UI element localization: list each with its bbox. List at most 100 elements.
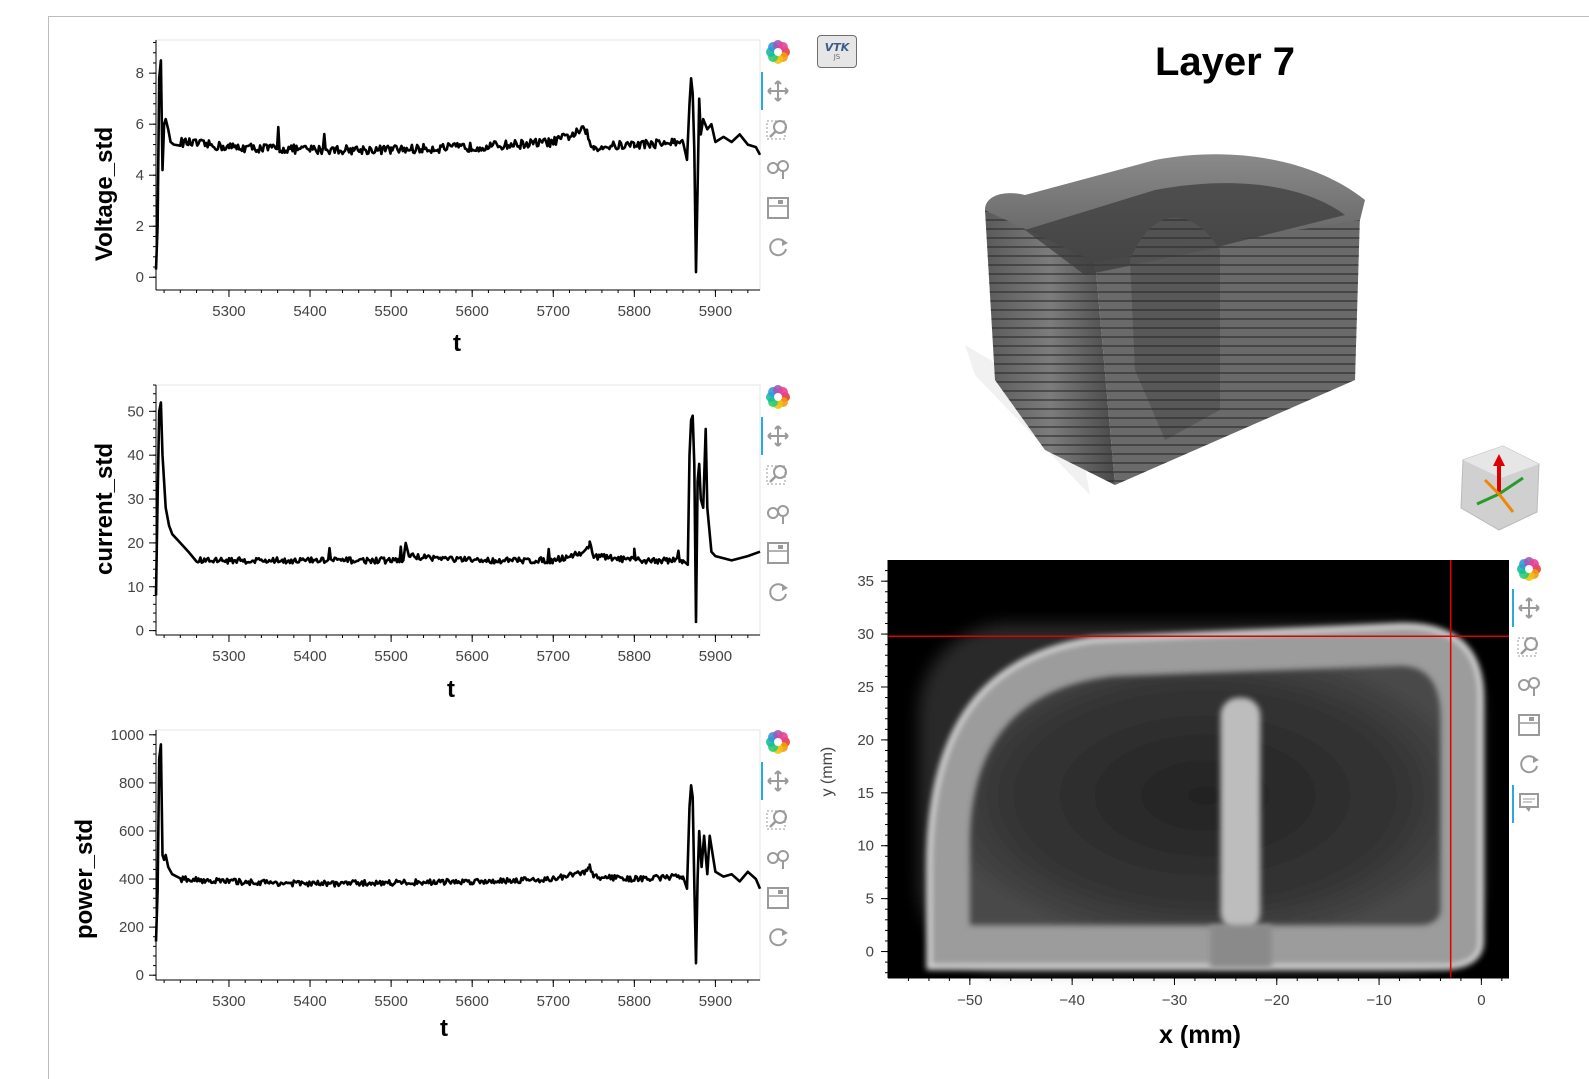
power-std-plot[interactable]: 5300 5400 5500 5600 5700 5800 5900 0 200 400 600 80…	[60, 720, 770, 1060]
voltage-std-plot[interactable]: 5300 5400 5500 5600 5700 5800 5900 0 2 4 6 8	[60, 30, 770, 370]
slice-box-zoom-button[interactable]	[1515, 631, 1543, 663]
y-tick-label: 1000	[111, 727, 144, 744]
hover-icon	[1519, 793, 1539, 812]
vtk-badge-line2: JS	[833, 53, 841, 61]
power-wheel-zoom-button[interactable]	[764, 843, 792, 875]
orientation-cube[interactable]	[1455, 442, 1540, 537]
wheel-zoom-icon	[1518, 677, 1540, 696]
box-zoom-icon	[766, 465, 787, 485]
active-tool-indicator	[761, 72, 763, 110]
slice-x-tick-label: −40	[1059, 992, 1084, 1009]
power-box-zoom-button[interactable]	[764, 804, 792, 836]
voltage-bokeh-logo-button	[764, 36, 792, 68]
vtk-js-badge[interactable]: VTK JS	[817, 35, 857, 68]
current-reset-button[interactable]	[764, 576, 792, 608]
x-tick-label: 5400	[293, 648, 326, 665]
slice-bokeh-logo-button	[1515, 553, 1543, 585]
slice-y-tick-label: 10	[857, 838, 874, 855]
volume-render-icon	[965, 154, 1365, 495]
save-icon	[767, 887, 789, 909]
save-icon	[767, 197, 789, 219]
x-tick-label: 5700	[537, 648, 570, 665]
power-std-x-axis-label: t	[440, 1015, 448, 1042]
voltage-std-toolbar	[761, 36, 792, 276]
layer-title: Layer 7	[1154, 40, 1296, 84]
volume-3d-view[interactable]	[955, 140, 1395, 505]
voltage-wheel-zoom-button[interactable]	[764, 153, 792, 185]
slice-hover-button[interactable]	[1515, 787, 1543, 819]
save-icon	[1518, 714, 1540, 736]
slice-x-tick-label: −50	[957, 992, 982, 1009]
reset-icon	[769, 238, 788, 257]
slice-x-axis-label: x (mm)	[1159, 1021, 1241, 1049]
current-std-plot[interactable]: 5300 5400 5500 5600 5700 5800 5900 0 10 20 30 40 50	[60, 375, 770, 715]
app-frame	[48, 16, 1589, 1079]
x-tick-label: 5600	[456, 993, 489, 1010]
active-tool-indicator	[1512, 589, 1514, 627]
x-tick-label: 5800	[618, 303, 651, 320]
power-save-button[interactable]	[764, 882, 792, 914]
power-reset-button[interactable]	[764, 921, 792, 953]
x-tick-label: 5800	[618, 648, 651, 665]
x-tick-label: 5300	[212, 303, 245, 320]
y-tick-label: 400	[119, 871, 144, 888]
x-tick-label: 5300	[212, 993, 245, 1010]
slice-wheel-zoom-button[interactable]	[1515, 670, 1543, 702]
y-tick-label: 2	[136, 218, 144, 235]
reset-icon	[769, 583, 788, 602]
wheel-zoom-icon	[767, 850, 789, 869]
slice-image-chart[interactable]: −50 −40 −30 −20 −10 0 0 5 10 15 20 25 30 35 x (mm) y (m…	[810, 555, 1530, 1060]
current-pan-button[interactable]	[764, 420, 792, 452]
slice-y-tick-label: 35	[857, 573, 874, 590]
slice-reset-button[interactable]	[1515, 748, 1543, 780]
power-std-y-axis-label: power_std	[71, 818, 98, 940]
pan-icon	[1518, 597, 1540, 619]
slice-toolbar	[1512, 553, 1543, 823]
current-wheel-zoom-button[interactable]	[764, 498, 792, 530]
slice-x-tick-label: −20	[1264, 992, 1289, 1009]
x-tick-label: 5500	[374, 648, 407, 665]
box-zoom-icon	[766, 810, 787, 830]
slice-y-tick-label: 30	[857, 626, 874, 643]
current-box-zoom-button[interactable]	[764, 459, 792, 491]
x-tick-label: 5500	[374, 993, 407, 1010]
x-tick-label: 5700	[537, 993, 570, 1010]
y-tick-label: 200	[119, 919, 144, 936]
slice-y-tick-label: 20	[857, 732, 874, 749]
voltage-std-x-axis-label: t	[453, 330, 461, 357]
reset-icon	[769, 928, 788, 947]
current-std-chart[interactable]: 5300 5400 5500 5600 5700 5800 5900 0 10 20 30 40 50 …	[60, 375, 770, 715]
slice-image-plot[interactable]: −50 −40 −30 −20 −10 0 0 5 10 15 20 25 30 35 x (mm) y (m…	[810, 555, 1530, 1055]
box-zoom-icon	[1517, 637, 1538, 657]
voltage-box-zoom-button[interactable]	[764, 114, 792, 146]
series-line	[154, 59, 762, 274]
x-tick-label: 5500	[374, 303, 407, 320]
plot-area-border	[155, 384, 761, 636]
slice-save-button[interactable]	[1515, 709, 1543, 741]
x-tick-label: 5400	[293, 303, 326, 320]
y-tick-label: 0	[136, 269, 144, 286]
power-pan-button[interactable]	[764, 765, 792, 797]
slice-pan-button[interactable]	[1515, 592, 1543, 624]
wheel-zoom-icon	[767, 505, 789, 524]
current-std-x-axis-label: t	[447, 676, 455, 703]
slice-x-tick-label: −10	[1366, 992, 1391, 1009]
power-std-chart[interactable]: 5300 5400 5500 5600 5700 5800 5900 0 200 400 600 80…	[60, 720, 770, 1060]
current-save-button[interactable]	[764, 537, 792, 569]
voltage-pan-button[interactable]	[764, 75, 792, 107]
axes-widget-icon	[1460, 445, 1540, 531]
box-zoom-icon	[766, 120, 787, 140]
vtk-badge-line1: VTK	[824, 41, 850, 54]
y-tick-label: 0	[136, 623, 144, 640]
y-tick-label: 4	[136, 167, 144, 184]
y-tick-label: 30	[127, 491, 144, 508]
voltage-std-chart[interactable]: 5300 5400 5500 5600 5700 5800 5900 0 2 4 6 8 Voltag…	[60, 30, 770, 370]
y-tick-label: 10	[127, 579, 144, 596]
voltage-save-button[interactable]	[764, 192, 792, 224]
x-tick-label: 5700	[537, 303, 570, 320]
active-tool-indicator	[761, 417, 763, 455]
voltage-reset-button[interactable]	[764, 231, 792, 263]
x-tick-label: 5600	[456, 303, 489, 320]
power-std-toolbar	[761, 726, 792, 966]
current-std-y-axis-label: current_std	[91, 442, 118, 576]
